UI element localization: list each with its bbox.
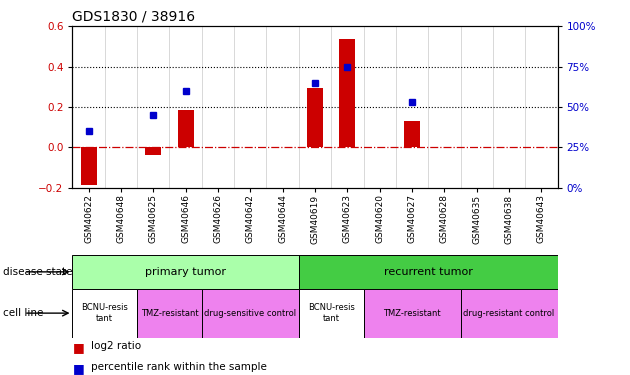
Bar: [81, 147, 97, 186]
Bar: [202, 289, 299, 338]
Text: TMZ-resistant: TMZ-resistant: [140, 309, 198, 318]
Bar: [137, 289, 202, 338]
Text: BCNU-resis
tant: BCNU-resis tant: [307, 303, 355, 323]
Bar: [72, 289, 137, 338]
Bar: [299, 289, 364, 338]
Bar: [339, 39, 355, 147]
Bar: [404, 121, 420, 147]
Text: ■: ■: [72, 341, 84, 354]
Bar: [72, 255, 299, 289]
Bar: [299, 255, 558, 289]
Text: ■: ■: [72, 362, 84, 375]
Bar: [307, 88, 323, 147]
Text: disease state: disease state: [3, 267, 72, 277]
Bar: [145, 147, 161, 155]
Text: primary tumor: primary tumor: [145, 267, 226, 277]
Bar: [178, 110, 194, 147]
Text: recurrent tumor: recurrent tumor: [384, 267, 472, 277]
Text: percentile rank within the sample: percentile rank within the sample: [91, 362, 267, 372]
Text: cell line: cell line: [3, 308, 43, 318]
Bar: [461, 289, 558, 338]
Text: BCNU-resis
tant: BCNU-resis tant: [81, 303, 129, 323]
Text: drug-resistant control: drug-resistant control: [464, 309, 554, 318]
Text: drug-sensitive control: drug-sensitive control: [204, 309, 296, 318]
Text: GDS1830 / 38916: GDS1830 / 38916: [72, 10, 195, 24]
Bar: [364, 289, 461, 338]
Text: TMZ-resistant: TMZ-resistant: [383, 309, 441, 318]
Text: log2 ratio: log2 ratio: [91, 341, 142, 351]
